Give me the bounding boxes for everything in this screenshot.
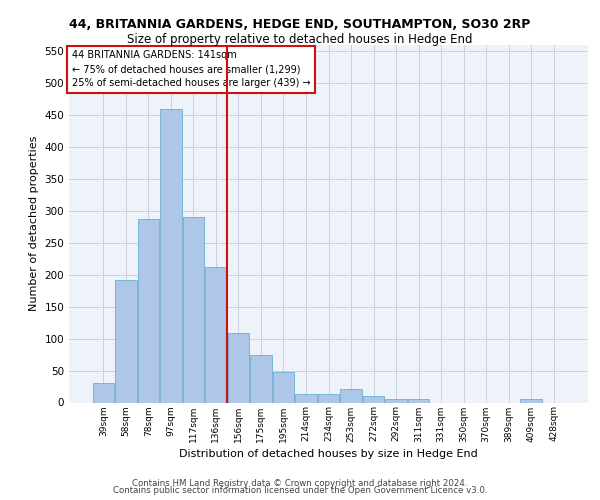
Text: Contains HM Land Registry data © Crown copyright and database right 2024.: Contains HM Land Registry data © Crown c… — [132, 478, 468, 488]
Bar — [295, 394, 317, 402]
Text: Contains public sector information licensed under the Open Government Licence v3: Contains public sector information licen… — [113, 486, 487, 495]
Bar — [182, 216, 204, 402]
Bar — [408, 400, 429, 402]
Bar — [520, 400, 542, 402]
Bar — [273, 372, 294, 402]
Bar — [92, 384, 114, 402]
Bar — [318, 394, 339, 402]
Bar — [137, 220, 159, 402]
Bar — [205, 266, 227, 402]
Bar — [363, 396, 384, 402]
Bar — [385, 400, 407, 402]
Bar — [250, 356, 272, 403]
Text: 44 BRITANNIA GARDENS: 141sqm
← 75% of detached houses are smaller (1,299)
25% of: 44 BRITANNIA GARDENS: 141sqm ← 75% of de… — [71, 50, 310, 88]
Text: 44, BRITANNIA GARDENS, HEDGE END, SOUTHAMPTON, SO30 2RP: 44, BRITANNIA GARDENS, HEDGE END, SOUTHA… — [70, 18, 530, 30]
Bar — [115, 280, 137, 402]
X-axis label: Distribution of detached houses by size in Hedge End: Distribution of detached houses by size … — [179, 448, 478, 458]
Bar — [160, 109, 182, 403]
Text: Size of property relative to detached houses in Hedge End: Size of property relative to detached ho… — [127, 32, 473, 46]
Bar — [340, 389, 362, 402]
Bar — [228, 333, 249, 402]
Y-axis label: Number of detached properties: Number of detached properties — [29, 136, 39, 312]
